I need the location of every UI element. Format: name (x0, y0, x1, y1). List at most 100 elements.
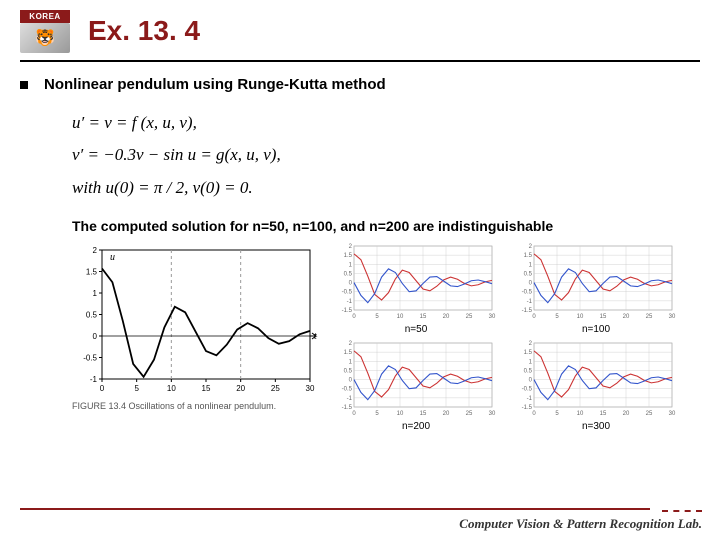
svg-text:-0.5: -0.5 (342, 290, 353, 296)
svg-text:-1.5: -1.5 (342, 308, 353, 314)
svg-text:-1.5: -1.5 (522, 405, 533, 411)
slide-header: KOREA 🐯 Ex. 13. 4 (0, 0, 720, 60)
footer-rule (20, 508, 650, 510)
note-text: The computed solution for n=50, n=100, a… (72, 218, 690, 234)
svg-text:1: 1 (93, 289, 98, 298)
svg-text:30: 30 (489, 314, 496, 320)
svg-text:20: 20 (443, 411, 450, 417)
chart-main: -1-0.500.511.52051015202530ut (72, 242, 322, 397)
svg-text:30: 30 (306, 384, 315, 393)
svg-text:-1: -1 (527, 396, 533, 402)
mini-label-1: n=50 (336, 324, 496, 335)
bullet-item: Nonlinear pendulum using Runge-Kutta met… (44, 76, 690, 93)
svg-text:-1: -1 (347, 396, 353, 402)
subtitle: Nonlinear pendulum using Runge-Kutta met… (44, 76, 386, 93)
svg-text:5: 5 (375, 411, 379, 417)
chart-n100: 0 5 10 15 20 25 30 -1.5 -1 -0.5 0 0.5 1 1.5 2 (516, 242, 676, 322)
svg-text:0: 0 (349, 377, 353, 383)
svg-text:30: 30 (489, 411, 496, 417)
svg-text:2: 2 (349, 244, 353, 250)
svg-text:5: 5 (375, 314, 379, 320)
svg-text:10: 10 (397, 314, 404, 320)
svg-text:-0.5: -0.5 (522, 387, 533, 393)
equation-line-3: with u(0) = π / 2, v(0) = 0. (72, 172, 690, 204)
equation-line-1: u′ = v = f (x, u, v), (72, 107, 690, 139)
svg-text:0: 0 (529, 280, 533, 286)
mini-chart-2: 051015202530-1.5-1-0.500.511.52 n=100 (516, 242, 676, 335)
svg-text:0.5: 0.5 (524, 271, 533, 277)
svg-text:0: 0 (529, 377, 533, 383)
svg-text:25: 25 (646, 411, 653, 417)
svg-text:0: 0 (352, 314, 356, 320)
svg-text:25: 25 (466, 314, 473, 320)
mini-chart-3: 051015202530-1.5-1-0.500.511.52 n=200 (336, 339, 496, 432)
svg-text:0: 0 (100, 384, 105, 393)
svg-text:0: 0 (532, 314, 536, 320)
bullet-icon (20, 81, 28, 89)
svg-text:2: 2 (349, 341, 353, 347)
slide-title: Ex. 13. 4 (88, 15, 200, 47)
svg-text:0.5: 0.5 (344, 271, 353, 277)
figure-grid: 051015202530-1.5-1-0.500.511.52 n=50 051… (336, 242, 676, 432)
svg-text:1.5: 1.5 (86, 267, 98, 276)
svg-text:1.5: 1.5 (344, 253, 353, 259)
logo-banner: KOREA (20, 10, 70, 23)
svg-text:0: 0 (532, 411, 536, 417)
chart-n300: 0 5 10 15 20 25 30 -1.5 -1 -0.5 0 0.5 1 1.5 2 (516, 339, 676, 419)
svg-text:0.5: 0.5 (86, 310, 98, 319)
svg-text:0: 0 (349, 280, 353, 286)
figure-left: -1-0.500.511.52051015202530ut FIGURE 13.… (72, 242, 322, 411)
svg-text:5: 5 (134, 384, 139, 393)
svg-text:-1.5: -1.5 (342, 405, 353, 411)
svg-text:-1.5: -1.5 (522, 308, 533, 314)
svg-text:0.5: 0.5 (344, 368, 353, 374)
logo-emblem: 🐯 (20, 23, 70, 53)
svg-text:25: 25 (466, 411, 473, 417)
slide-content: Nonlinear pendulum using Runge-Kutta met… (0, 76, 720, 432)
svg-text:0.5: 0.5 (524, 368, 533, 374)
svg-text:15: 15 (202, 384, 211, 393)
svg-text:15: 15 (600, 314, 607, 320)
figure-row: -1-0.500.511.52051015202530ut FIGURE 13.… (72, 242, 690, 432)
svg-text:15: 15 (600, 411, 607, 417)
svg-text:30: 30 (669, 411, 676, 417)
svg-text:-0.5: -0.5 (342, 387, 353, 393)
svg-text:-1: -1 (347, 299, 353, 305)
svg-text:30: 30 (669, 314, 676, 320)
footer-dash (662, 510, 702, 512)
svg-text:0: 0 (352, 411, 356, 417)
svg-text:1.5: 1.5 (524, 350, 533, 356)
equation-block: u′ = v = f (x, u, v), v′ = −0.3v − sin u… (72, 107, 690, 204)
university-logo: KOREA 🐯 (20, 10, 70, 52)
svg-text:1: 1 (529, 262, 533, 268)
svg-text:-0.5: -0.5 (522, 290, 533, 296)
svg-text:1: 1 (529, 359, 533, 365)
svg-text:1: 1 (349, 262, 353, 268)
svg-text:0: 0 (93, 332, 98, 341)
title-rule (20, 60, 700, 62)
svg-text:5: 5 (555, 314, 559, 320)
svg-text:10: 10 (577, 411, 584, 417)
svg-text:20: 20 (623, 411, 630, 417)
svg-text:1: 1 (349, 359, 353, 365)
svg-text:u: u (110, 252, 115, 263)
svg-text:20: 20 (443, 314, 450, 320)
mini-chart-1: 051015202530-1.5-1-0.500.511.52 n=50 (336, 242, 496, 335)
chart-n50: 051015202530-1.5-1-0.500.511.52 (336, 242, 496, 322)
svg-text:15: 15 (420, 411, 427, 417)
svg-text:10: 10 (577, 314, 584, 320)
svg-text:25: 25 (646, 314, 653, 320)
svg-text:20: 20 (623, 314, 630, 320)
svg-text:1.5: 1.5 (524, 253, 533, 259)
svg-text:5: 5 (555, 411, 559, 417)
mini-label-3: n=200 (336, 421, 496, 432)
svg-text:20: 20 (236, 384, 245, 393)
mini-chart-4: 051015202530-1.5-1-0.500.511.52 n=300 (516, 339, 676, 432)
svg-text:10: 10 (397, 411, 404, 417)
svg-text:2: 2 (529, 244, 533, 250)
figure-caption: FIGURE 13.4 Oscillations of a nonlinear … (72, 401, 322, 411)
svg-text:-0.5: -0.5 (83, 353, 97, 362)
svg-text:2: 2 (529, 341, 533, 347)
svg-text:-1: -1 (527, 299, 533, 305)
footer-text: Computer Vision & Pattern Recognition La… (459, 516, 702, 532)
